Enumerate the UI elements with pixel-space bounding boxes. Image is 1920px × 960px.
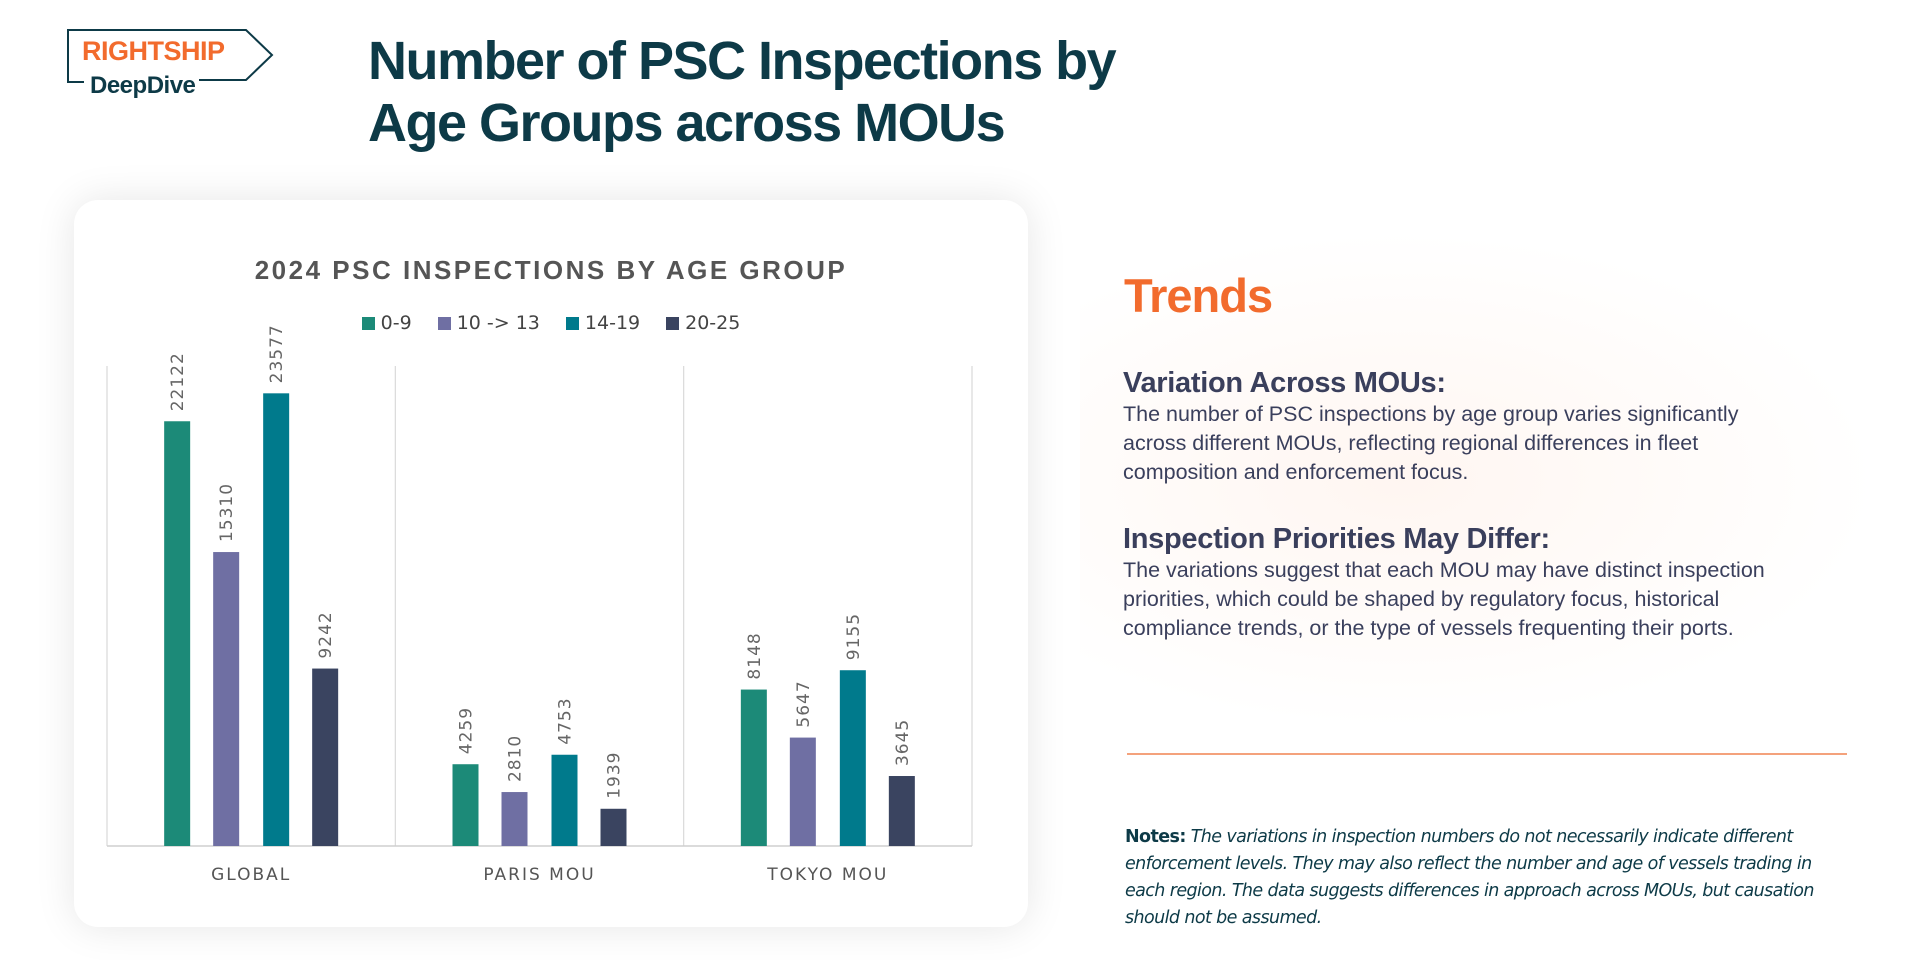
data-label: 4259	[457, 707, 477, 754]
data-label: 2810	[506, 735, 526, 782]
data-label: 5647	[794, 680, 814, 727]
chart-legend: 0-9 10 -> 13 14-19 20-25	[74, 312, 1028, 334]
bar	[551, 754, 578, 846]
data-label: 23577	[267, 324, 287, 383]
divider	[1127, 753, 1847, 755]
data-label: 15310	[217, 483, 237, 542]
data-label: 4753	[556, 697, 576, 744]
section-body: The number of PSC inspections by age gro…	[1123, 402, 1739, 484]
legend-swatch	[437, 316, 451, 330]
bar	[789, 737, 816, 846]
legend-label: 10 -> 13	[456, 312, 540, 334]
legend-swatch	[565, 316, 579, 330]
notes-label: Notes:	[1125, 827, 1186, 847]
bar	[263, 393, 290, 846]
logo-product: DeepDive	[86, 72, 200, 100]
chart-title: 2024 PSC INSPECTIONS BY AGE GROUP	[254, 255, 848, 285]
section-title: Inspection Priorities May Differ:	[1123, 523, 1550, 555]
data-label: 8148	[745, 632, 765, 679]
bar	[501, 792, 528, 846]
page-title: Number of PSC Inspections by Age Groups …	[368, 31, 1117, 153]
notes: Notes: The variations in inspection numb…	[1125, 824, 1825, 932]
data-label: 9242	[316, 611, 336, 658]
bar	[164, 421, 191, 846]
bar	[600, 808, 627, 846]
bar	[839, 670, 866, 846]
legend-swatch	[361, 316, 375, 330]
legend-item-10-13: 10 -> 13	[437, 312, 540, 334]
legend-swatch	[666, 316, 680, 330]
bar	[452, 764, 479, 846]
trend-section-variation: Variation Across MOUs: The number of PSC…	[1123, 366, 1773, 487]
bar	[888, 776, 915, 846]
legend-label: 14-19	[584, 312, 641, 334]
bar	[312, 668, 339, 846]
x-tick-label: GLOBAL	[211, 865, 291, 885]
trend-section-priorities: Inspection Priorities May Differ: The va…	[1123, 522, 1773, 643]
data-label: 1939	[605, 752, 625, 799]
rightship-deepdive-logo: RIGHTSHIP DeepDive	[66, 28, 276, 100]
data-label: 3645	[893, 719, 913, 766]
legend-label: 0-9	[380, 312, 412, 334]
data-label: 22122	[168, 352, 188, 411]
logo-brand: RIGHTSHIP	[82, 36, 225, 66]
section-title: Variation Across MOUs:	[1123, 367, 1446, 399]
notes-text: The variations in inspection numbers do …	[1125, 827, 1815, 928]
x-tick-label: PARIS MOU	[483, 865, 595, 885]
x-tick-label: TOKYO MOU	[766, 865, 888, 885]
legend-item-20-25: 20-25	[666, 312, 740, 334]
legend-item-14-19: 14-19	[565, 312, 641, 334]
trends-background	[1080, 230, 1880, 730]
data-label: 9155	[844, 613, 864, 660]
trends-heading: Trends	[1124, 269, 1273, 322]
legend-item-0-9: 0-9	[361, 312, 412, 334]
legend-label: 20-25	[685, 312, 741, 334]
logo-arrow-outline	[67, 29, 274, 83]
section-body: The variations suggest that each MOU may…	[1123, 558, 1765, 640]
bar	[213, 552, 240, 846]
bar	[740, 689, 767, 846]
